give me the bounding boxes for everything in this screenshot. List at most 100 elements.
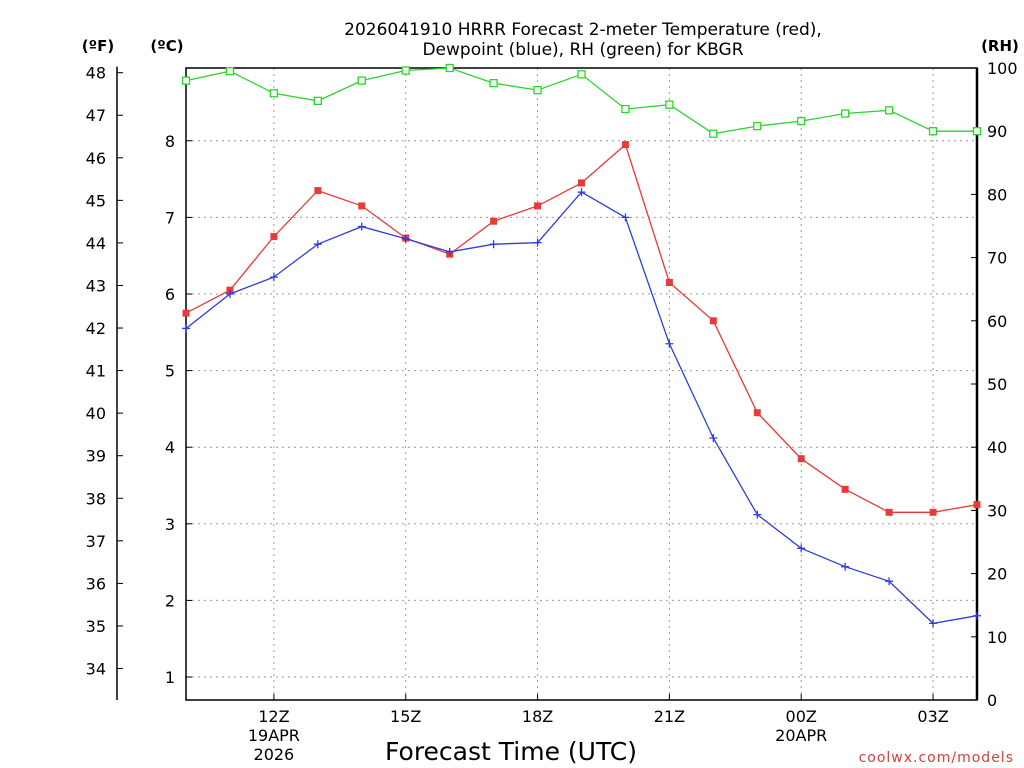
x-date-label: 19APR bbox=[248, 726, 300, 745]
x-date-label: 20APR bbox=[775, 726, 827, 745]
dewpoint-point bbox=[225, 289, 234, 298]
rh-point bbox=[225, 67, 235, 76]
rh-tick-label: 0 bbox=[987, 691, 997, 710]
fahrenheit-unit-label: (ºF) bbox=[82, 37, 114, 55]
dewpoint-point bbox=[929, 619, 938, 628]
fahrenheit-tick-label: 35 bbox=[86, 617, 106, 636]
dewpoint-point bbox=[357, 222, 366, 231]
rh-tick-label: 20 bbox=[987, 565, 1007, 584]
rh-point bbox=[928, 127, 938, 136]
dewpoint-point bbox=[533, 238, 542, 247]
dewpoint-line bbox=[185, 191, 978, 625]
dewpoint-point bbox=[797, 544, 806, 553]
temperature-point bbox=[973, 501, 981, 509]
rh-unit-label: (RH) bbox=[981, 37, 1019, 55]
temperature-point bbox=[841, 485, 849, 493]
rh-tick-label: 70 bbox=[987, 249, 1007, 268]
temperature-point bbox=[270, 233, 278, 241]
rh-point bbox=[753, 121, 762, 131]
rh-point bbox=[489, 79, 498, 88]
rh-point bbox=[841, 109, 850, 118]
credit-text: coolwx.com/models bbox=[859, 750, 1014, 766]
dewpoint-point bbox=[577, 188, 586, 197]
temperature-line bbox=[185, 143, 978, 513]
rh-tick-label: 90 bbox=[987, 122, 1007, 141]
dewpoint-point bbox=[445, 247, 454, 256]
rh-point bbox=[884, 106, 894, 115]
fahrenheit-tick-label: 34 bbox=[86, 660, 106, 679]
gridlines bbox=[186, 68, 977, 700]
rh-tick-label: 10 bbox=[987, 628, 1007, 647]
dewpoint-point bbox=[401, 234, 410, 243]
temperature-point bbox=[358, 202, 366, 210]
rh-point bbox=[972, 127, 982, 136]
x-year-label: 2026 bbox=[254, 745, 295, 764]
temperature-point bbox=[797, 455, 805, 463]
dewpoint-point bbox=[489, 240, 498, 249]
chart-title: 2026041910 HRRR Forecast 2-meter Tempera… bbox=[344, 20, 822, 40]
rh-point bbox=[533, 85, 542, 95]
temperature-point bbox=[709, 317, 717, 325]
x-tick-label: 18Z bbox=[522, 707, 553, 726]
x-tick-label: 12Z bbox=[258, 707, 289, 726]
data-series bbox=[181, 63, 982, 628]
fahrenheit-tick-label: 37 bbox=[86, 532, 106, 551]
temperature-point bbox=[490, 217, 498, 225]
fahrenheit-tick-label: 41 bbox=[86, 362, 106, 381]
fahrenheit-tick-label: 39 bbox=[86, 447, 106, 466]
rh-point bbox=[269, 89, 279, 98]
celsius-tick-label: 8 bbox=[165, 132, 175, 151]
fahrenheit-tick-label: 45 bbox=[86, 191, 106, 210]
x-tick-label: 21Z bbox=[654, 707, 685, 726]
rh-tick-label: 60 bbox=[987, 312, 1007, 331]
rh-tick-label: 40 bbox=[987, 438, 1007, 457]
rh-point bbox=[709, 129, 718, 138]
rh-point bbox=[797, 116, 806, 126]
rh-point bbox=[577, 70, 586, 79]
temperature-point bbox=[314, 187, 322, 195]
dewpoint-point bbox=[665, 339, 674, 348]
dewpoint-point bbox=[709, 434, 718, 443]
rh-point bbox=[621, 104, 630, 114]
fahrenheit-tick-label: 36 bbox=[86, 574, 106, 593]
x-axis-label: Forecast Time (UTC) bbox=[385, 737, 637, 766]
fahrenheit-tick-label: 40 bbox=[86, 404, 106, 423]
fahrenheit-tick-label: 44 bbox=[86, 234, 106, 253]
temperature-point bbox=[885, 508, 893, 516]
x-tick-label: 03Z bbox=[917, 707, 948, 726]
dewpoint-point bbox=[269, 273, 278, 282]
dewpoint-point bbox=[973, 611, 981, 620]
temperature-point bbox=[182, 309, 190, 317]
dewpoint-point bbox=[885, 577, 894, 586]
temperature-point bbox=[621, 141, 629, 149]
rh-tick-label: 30 bbox=[987, 501, 1007, 520]
fahrenheit-tick-label: 43 bbox=[86, 276, 106, 295]
rh-point bbox=[357, 76, 366, 85]
x-tick-label: 00Z bbox=[786, 707, 817, 726]
temperature-point bbox=[753, 409, 761, 417]
rh-point bbox=[401, 66, 410, 75]
fahrenheit-tick-label: 46 bbox=[86, 149, 106, 168]
celsius-tick-label: 3 bbox=[165, 515, 175, 534]
dewpoint-point bbox=[753, 510, 762, 519]
rh-tick-label: 80 bbox=[987, 185, 1007, 204]
dewpoint-point bbox=[313, 240, 322, 249]
celsius-tick-label: 1 bbox=[165, 668, 175, 687]
chart-subtitle: Dewpoint (blue), RH (green) for KBGR bbox=[422, 40, 743, 60]
temperature-point bbox=[929, 508, 937, 516]
dewpoint-point bbox=[182, 324, 190, 333]
temperature-point bbox=[578, 179, 585, 187]
celsius-tick-label: 7 bbox=[165, 208, 175, 227]
rh-point bbox=[665, 100, 674, 109]
celsius-tick-label: 5 bbox=[165, 362, 175, 381]
celsius-tick-label: 2 bbox=[165, 591, 175, 610]
celsius-unit-label: (ºC) bbox=[150, 37, 183, 55]
celsius-tick-label: 4 bbox=[165, 438, 175, 457]
temperature-point bbox=[665, 278, 673, 286]
rh-tick-label: 50 bbox=[987, 375, 1007, 394]
dewpoint-point bbox=[621, 213, 630, 222]
plot-frame bbox=[185, 67, 978, 701]
celsius-tick-label: 6 bbox=[165, 285, 175, 304]
